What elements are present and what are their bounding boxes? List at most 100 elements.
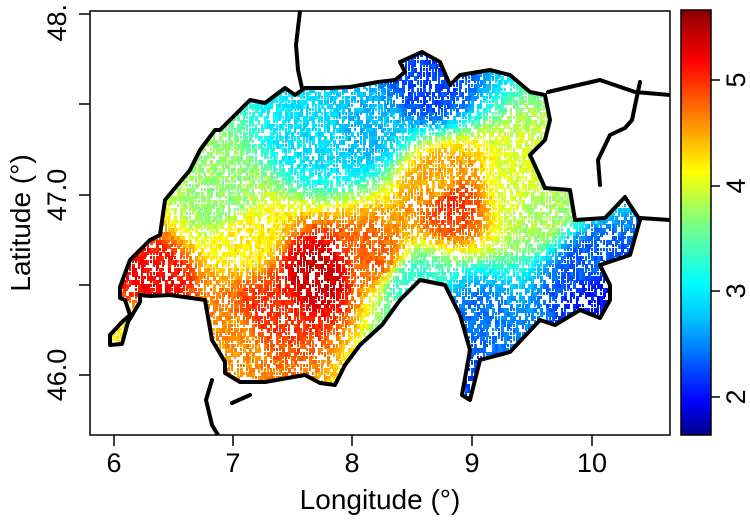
data-point [495,112,497,115]
data-point [489,144,492,149]
data-point [429,124,432,129]
data-point [438,76,440,81]
data-point [315,160,318,165]
data-point [348,160,350,163]
data-point [354,108,357,113]
data-point [534,104,537,109]
data-point [288,184,290,189]
data-point [324,140,327,145]
data-point [282,184,284,187]
data-point [225,156,227,161]
data-point [414,124,416,129]
data-point [225,176,228,181]
data-point [237,148,239,151]
data-point [459,104,462,109]
data-point [474,124,477,129]
data-point [531,164,534,169]
data-point [405,148,407,151]
data-point [348,144,350,147]
data-point [228,148,230,151]
data-point [354,96,356,101]
data-point [498,176,501,181]
data-point [453,184,455,187]
data-point [516,112,519,117]
data-point [513,168,516,173]
data-point [402,116,404,121]
data-point [288,156,291,161]
data-point [501,100,504,105]
data-point [180,184,182,189]
data-point [525,96,527,99]
data-point [258,172,260,175]
data-point [477,96,479,99]
data-point [405,128,407,133]
data-point [291,116,293,119]
data-point [408,76,410,79]
data-point [489,72,492,77]
data-point [375,132,377,137]
data-point [441,144,444,149]
data-point [402,96,404,99]
data-point [264,120,267,125]
data-point [231,148,233,151]
data-point [540,100,542,105]
data-point [444,132,446,135]
data-point [501,152,503,155]
data-point [420,128,423,133]
data-point [393,132,396,137]
data-point [354,168,357,173]
data-point [456,128,459,133]
data-point [495,140,498,145]
data-point [429,92,431,95]
data-point [369,176,371,179]
data-point [510,88,512,91]
data-point [243,176,246,181]
data-point [309,116,312,121]
data-point [522,148,525,153]
data-point [414,128,417,133]
data-point [507,184,510,189]
data-point [273,160,276,165]
data-point [489,88,491,91]
data-point [423,68,425,71]
data-point [396,120,399,125]
data-point [372,120,375,125]
data-point [429,72,431,77]
data-point [216,140,218,145]
data-point [486,88,489,93]
data-point [384,104,387,109]
data-point [471,100,474,105]
data-point [363,128,365,131]
data-point [282,104,285,109]
data-point [486,96,488,99]
data-point [444,136,446,141]
data-point [468,176,471,181]
data-point [441,152,443,157]
data-point [534,132,536,135]
data-point [372,112,374,115]
data-point [339,176,341,179]
data-point [486,128,489,133]
data-point [510,120,512,123]
data-point [411,92,413,97]
data-point [363,168,366,173]
data-point [333,116,335,119]
data-point [360,180,362,183]
data-point [264,184,266,189]
data-point [408,68,410,71]
data-point [408,72,411,77]
data-point [534,120,537,125]
data-point [288,108,291,113]
data-point [435,152,437,157]
data-point [483,164,486,169]
data-point [303,104,305,109]
data-point [390,152,393,157]
data-point [543,100,545,105]
data-point [483,168,485,171]
data-point [396,136,398,141]
data-point [408,84,411,89]
data-point [348,132,350,135]
data-point [459,92,462,97]
data-point [291,144,294,149]
data-point [300,124,302,129]
